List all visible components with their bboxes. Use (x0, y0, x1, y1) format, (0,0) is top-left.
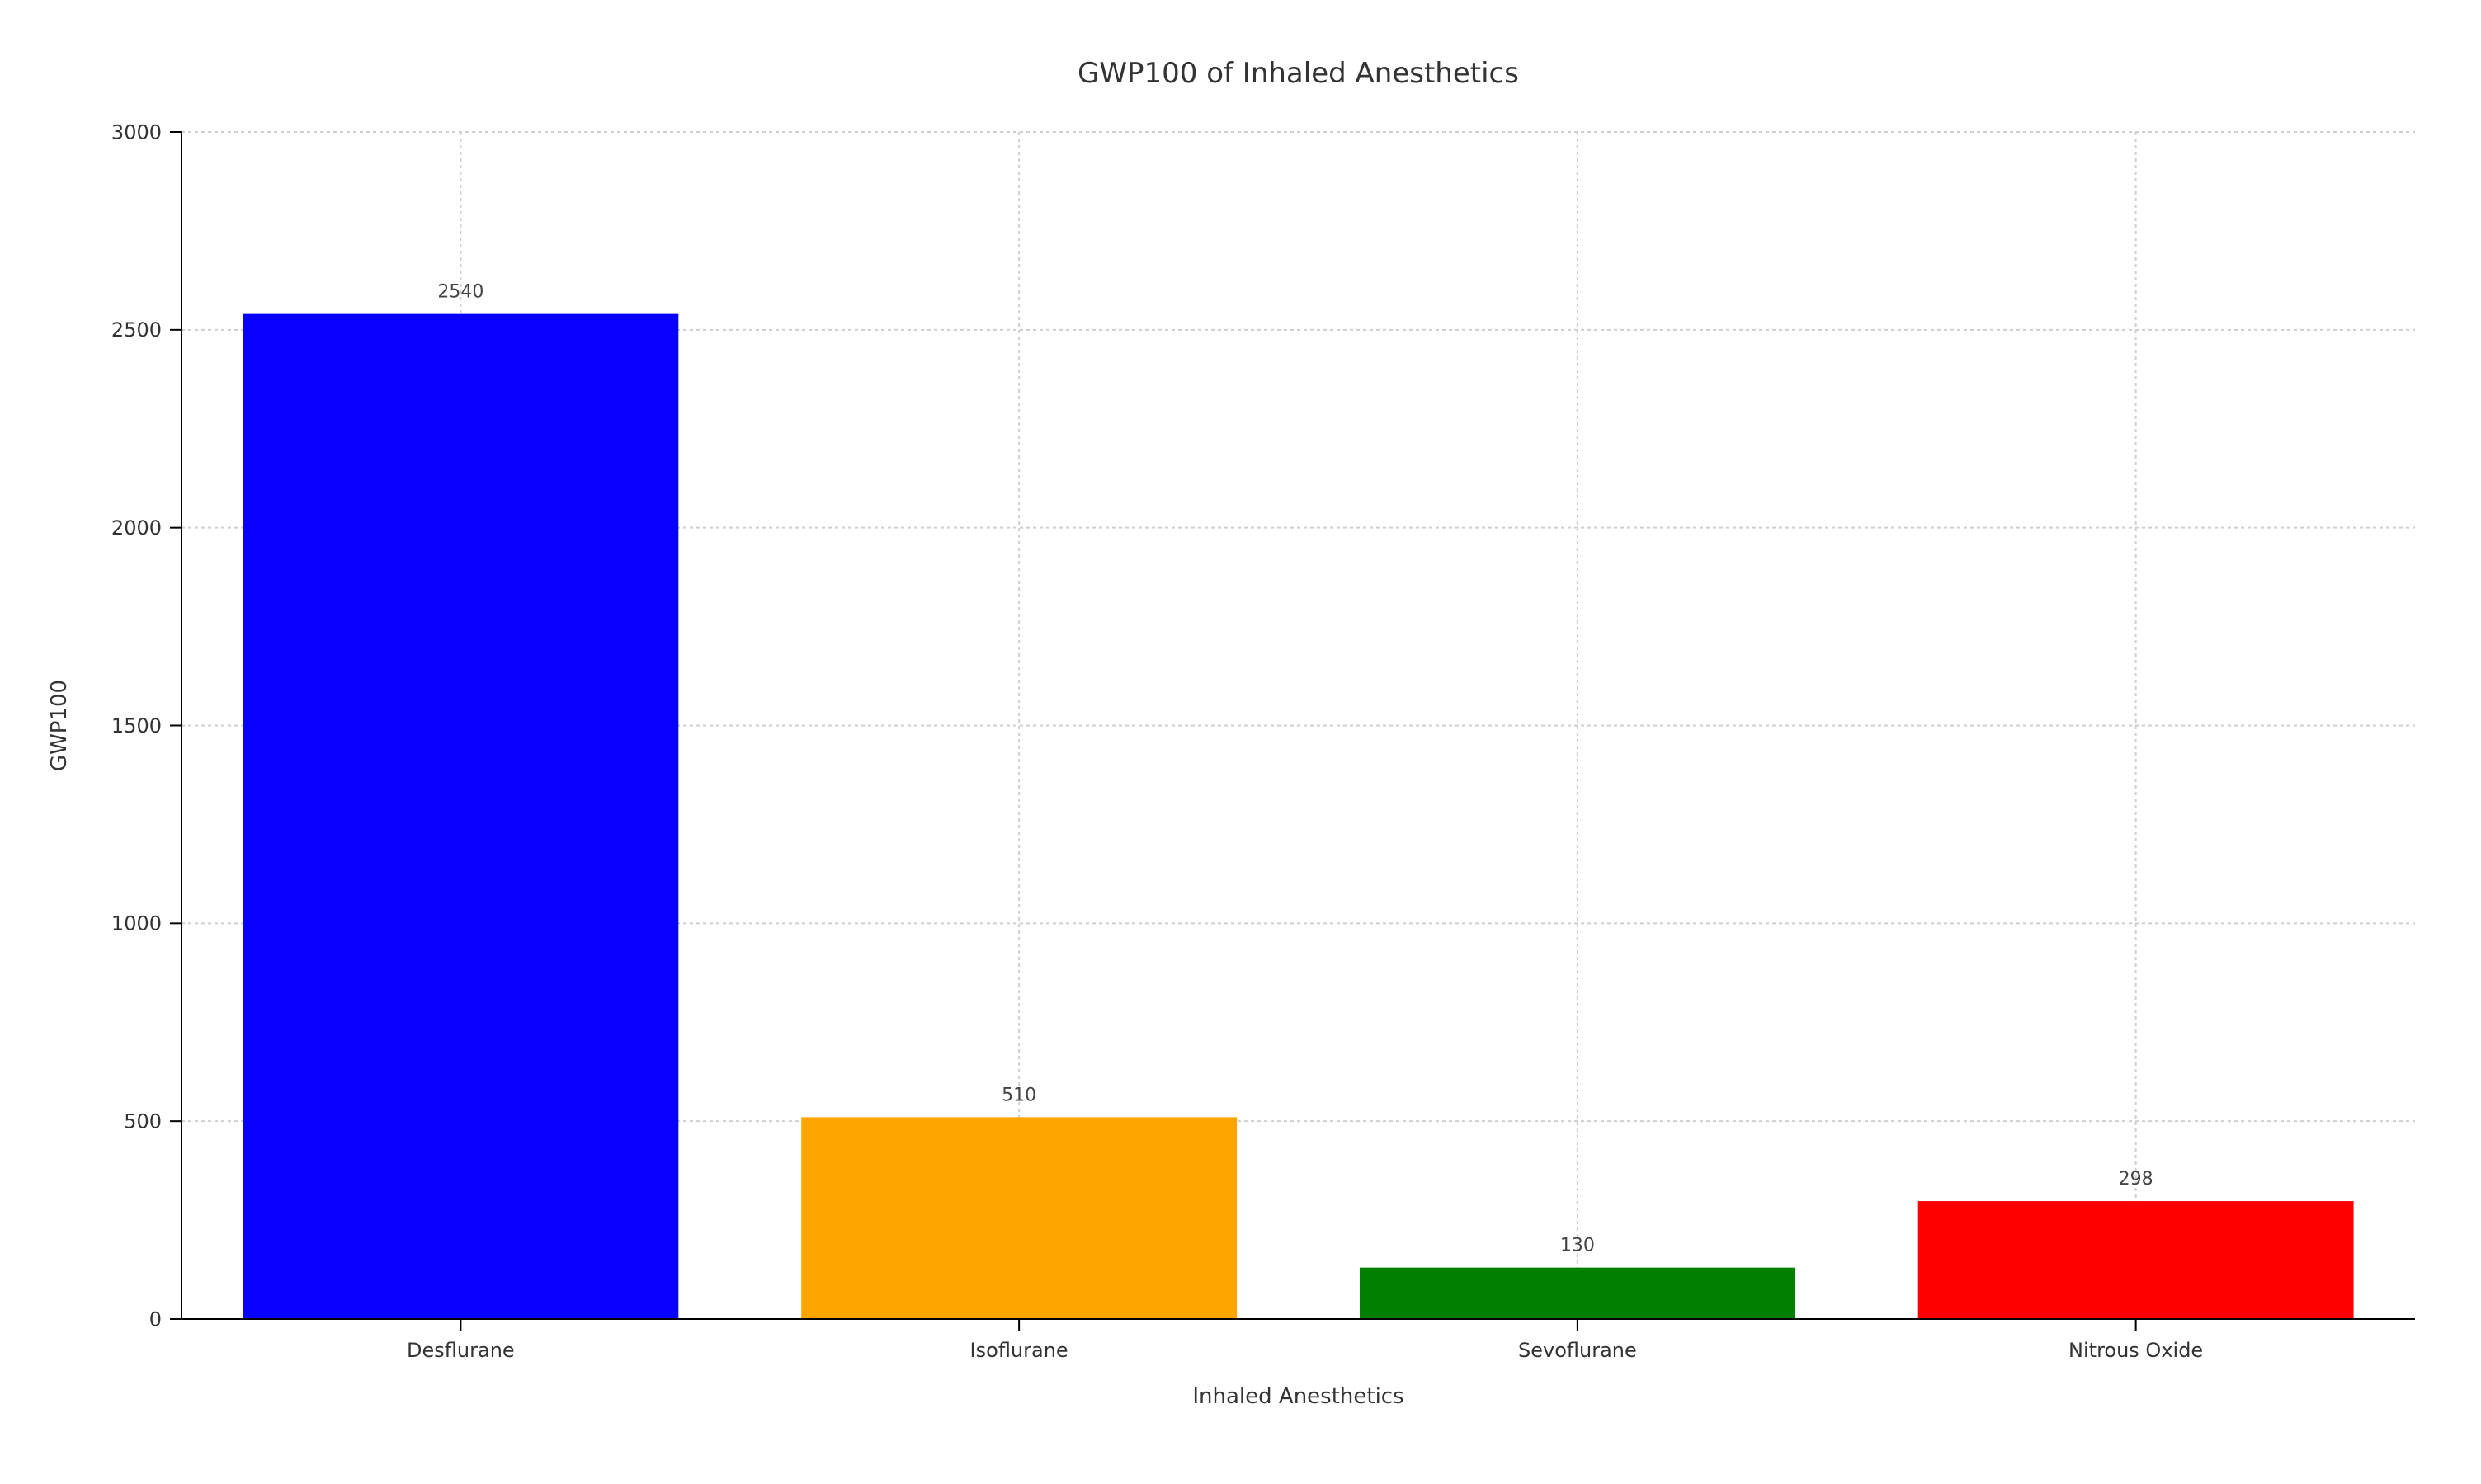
bar-desflurane (243, 314, 678, 1319)
x-tick-label: Sevoflurane (1518, 1339, 1637, 1362)
y-axis-title: GWP100 (47, 680, 72, 771)
y-tick-label: 1000 (111, 912, 162, 935)
bar-value-label: 510 (1002, 1085, 1036, 1105)
x-axis-title: Inhaled Anesthetics (1192, 1384, 1403, 1409)
bar-chart: 2540 510 130 298 0 500 1000 1500 2000 2500 3000 Des… (0, 0, 2481, 1484)
bar-value-label: 298 (2119, 1169, 2153, 1190)
bar-value-label: 130 (1560, 1236, 1595, 1256)
chart-title-text: GWP100 of Inhaled Anesthetics (1078, 57, 1519, 90)
y-tick-label: 500 (124, 1110, 162, 1133)
y-tick-label: 2500 (111, 318, 162, 342)
bar-isoflurane (801, 1117, 1237, 1319)
y-tick-label: 0 (149, 1307, 162, 1331)
chart-container: 2540 510 130 298 0 500 1000 1500 2000 2500 3000 Des… (0, 0, 2481, 1484)
bar-value-label: 2540 (437, 282, 483, 303)
bar-nitrous-oxide (1918, 1201, 2354, 1319)
x-tick-label: Desflurane (407, 1339, 515, 1362)
x-tick-label: Isoflurane (970, 1339, 1068, 1362)
y-tick-label: 2000 (111, 516, 162, 539)
bar-sevoflurane (1360, 1268, 1795, 1319)
y-tick-label: 3000 (111, 120, 162, 144)
x-tick-label: Nitrous Oxide (2068, 1339, 2203, 1362)
y-tick-label: 1500 (111, 714, 162, 737)
